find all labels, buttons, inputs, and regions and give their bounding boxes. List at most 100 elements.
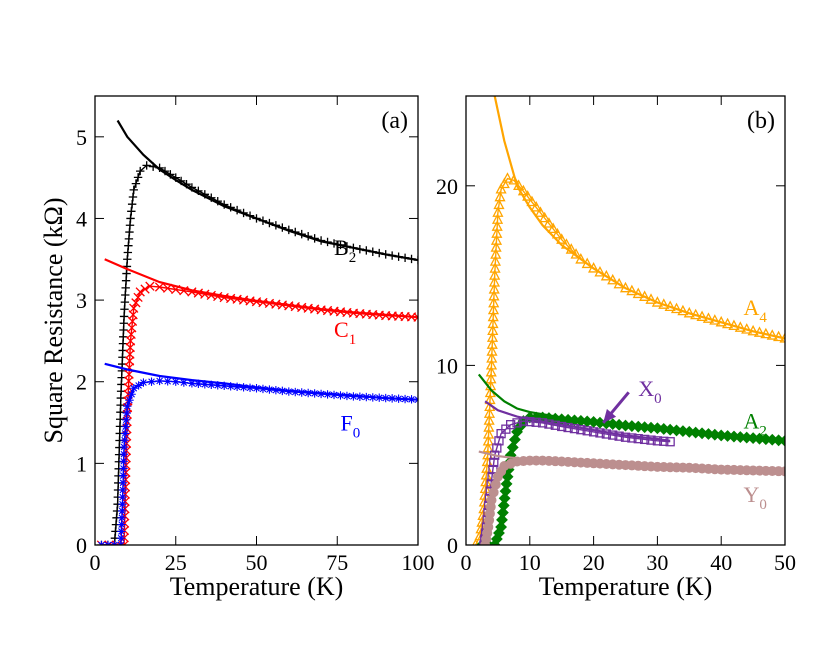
series-a4-marker bbox=[492, 206, 504, 217]
series-label-c1: C1 bbox=[334, 317, 356, 348]
series-c1-marker bbox=[129, 303, 139, 313]
series-f0-marker bbox=[342, 391, 352, 401]
series-b2-marker bbox=[400, 253, 410, 263]
series-a4-marker bbox=[773, 330, 785, 342]
series-a4-marker bbox=[581, 257, 593, 269]
series-a4-marker bbox=[485, 365, 497, 377]
x-tick-label-b-3: 30 bbox=[646, 550, 668, 575]
series-a2-marker bbox=[496, 506, 509, 519]
series-a4-marker bbox=[645, 293, 657, 304]
series-x0-marker bbox=[652, 436, 663, 446]
series-a4-marker bbox=[526, 195, 538, 207]
series-b2-marker bbox=[127, 199, 137, 209]
series-f0-marker bbox=[220, 381, 229, 391]
series-x0-marker bbox=[525, 417, 535, 427]
y-tick-label-a-3: 3 bbox=[76, 288, 87, 313]
series-x0-marker bbox=[588, 427, 599, 437]
plot-area-a bbox=[96, 119, 418, 545]
series-b2-marker bbox=[176, 176, 186, 186]
series-f0-marker bbox=[116, 533, 126, 543]
x-tick-label-b-4: 40 bbox=[710, 550, 732, 575]
y-tick-label-b-1: 10 bbox=[436, 353, 458, 378]
series-f0-marker bbox=[121, 422, 130, 431]
series-f0-marker bbox=[232, 382, 242, 391]
series-b2-marker bbox=[394, 252, 403, 261]
series-a4-marker bbox=[498, 177, 510, 189]
series-a4-marker bbox=[489, 269, 501, 280]
series-a4-marker bbox=[639, 290, 651, 301]
series-f0-marker bbox=[303, 388, 313, 398]
series-b2-marker bbox=[291, 227, 300, 237]
series-a4-marker bbox=[613, 277, 625, 289]
series-a4-marker bbox=[551, 227, 564, 239]
series-b2-marker bbox=[119, 312, 129, 321]
series-c1-marker bbox=[131, 298, 141, 308]
series-a4-marker bbox=[513, 179, 525, 190]
series-f0-marker bbox=[349, 392, 358, 401]
series-c1-marker bbox=[111, 540, 122, 545]
series-b2-marker bbox=[121, 283, 130, 293]
series-f0-marker bbox=[407, 395, 416, 404]
y-axis-title-a: Square Resistance (kΩ) bbox=[39, 197, 68, 443]
series-a4-marker bbox=[565, 243, 577, 254]
series-a4-marker bbox=[741, 323, 753, 334]
panel-label-a: (a) bbox=[381, 108, 408, 134]
series-b2-marker bbox=[194, 186, 203, 196]
series-a4-fit-line bbox=[493, 96, 785, 340]
series-f0-marker bbox=[117, 506, 127, 516]
series-f0-marker bbox=[119, 457, 128, 466]
series-label-b2: B2 bbox=[334, 235, 356, 266]
series-a4-marker bbox=[560, 238, 573, 249]
series-f0-marker bbox=[400, 394, 410, 404]
series-b2-marker bbox=[278, 223, 287, 232]
series-b2-marker bbox=[226, 203, 235, 212]
y-tick-label-a-0: 0 bbox=[76, 533, 87, 558]
series-a4-marker bbox=[702, 312, 715, 323]
series-label-y0: Y0 bbox=[744, 482, 767, 513]
series-a2-marker bbox=[500, 478, 513, 490]
series-b2-marker bbox=[187, 183, 197, 192]
series-b2-marker bbox=[310, 234, 319, 243]
series-a4-marker bbox=[491, 213, 504, 224]
series-a2-marker bbox=[779, 434, 785, 447]
series-a4-marker bbox=[508, 174, 520, 185]
series-label-y0-subscript: 0 bbox=[759, 497, 767, 513]
series-f0-marker bbox=[179, 378, 189, 387]
series-b2-marker bbox=[121, 290, 130, 300]
series-a4-marker bbox=[483, 421, 495, 432]
series-b2-marker bbox=[329, 239, 339, 248]
series-a4-marker bbox=[483, 407, 496, 418]
series-b2-marker bbox=[362, 246, 371, 255]
series-b2-measured-line bbox=[101, 164, 418, 545]
series-b2-marker bbox=[121, 276, 131, 285]
series-label-b2-subscript: 2 bbox=[349, 250, 357, 266]
series-a4-marker bbox=[670, 302, 683, 314]
series-label-f0: F0 bbox=[340, 411, 360, 442]
series-f0-marker bbox=[120, 429, 130, 438]
series-label-a2-subscript: 2 bbox=[759, 423, 767, 439]
series-f0-marker bbox=[129, 384, 138, 393]
series-f0-marker bbox=[119, 464, 128, 473]
series-a4-marker bbox=[494, 190, 506, 202]
series-b2-marker bbox=[355, 244, 365, 254]
series-a4-marker bbox=[486, 338, 498, 349]
series-label-a2: A2 bbox=[744, 408, 767, 439]
series-b2-marker bbox=[407, 254, 416, 264]
series-b2-marker bbox=[349, 243, 358, 253]
series-a4-marker bbox=[651, 296, 663, 307]
series-a4-measured-line bbox=[474, 177, 785, 545]
series-b2-marker bbox=[142, 161, 151, 170]
series-f0-marker bbox=[278, 386, 287, 396]
series-b2-marker bbox=[258, 216, 268, 225]
series-f0-marker bbox=[134, 381, 143, 390]
series-label-f0-name: F bbox=[340, 411, 352, 436]
series-f0-marker bbox=[310, 389, 319, 398]
series-b2-marker bbox=[166, 170, 175, 179]
series-b2-marker bbox=[207, 193, 216, 202]
y-tick-label-a-2: 2 bbox=[76, 370, 87, 395]
x-tick-label-a-2: 50 bbox=[246, 550, 268, 575]
series-b2-marker bbox=[160, 166, 170, 176]
series-a4-marker bbox=[728, 319, 740, 331]
series-a4-marker bbox=[495, 183, 507, 194]
series-c1-marker bbox=[413, 312, 418, 322]
